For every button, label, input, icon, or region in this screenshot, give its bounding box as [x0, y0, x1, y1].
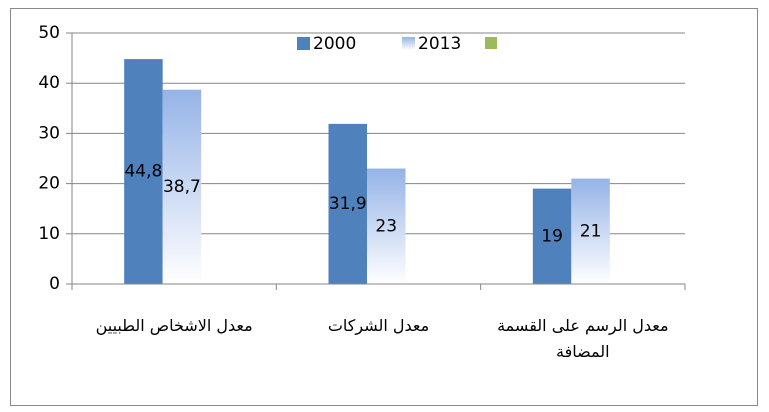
- y-tick-label: 0: [49, 274, 60, 294]
- legend-swatch: [402, 37, 415, 50]
- bar: [367, 168, 406, 284]
- bar: [532, 188, 572, 284]
- bar: [328, 123, 367, 284]
- value-label: 19: [541, 226, 563, 246]
- y-tick-label: 30: [38, 123, 60, 143]
- bar: [571, 178, 610, 284]
- value-label: 38,7: [163, 177, 201, 197]
- legend-label: 2000: [313, 34, 356, 54]
- value-label: 31,9: [329, 194, 367, 214]
- value-label: 44,8: [124, 162, 162, 182]
- y-tick-label: 10: [38, 224, 60, 244]
- x-tick-label: معدل الرسم على القسمة المضافة: [497, 316, 669, 361]
- legend-swatch: [297, 37, 310, 50]
- value-label: 21: [580, 221, 602, 241]
- bar: [124, 59, 163, 284]
- bar: [162, 89, 202, 284]
- y-tick-label: 50: [38, 23, 60, 43]
- y-tick-label: 20: [38, 174, 60, 194]
- x-tick-label: معدل الشركات: [327, 316, 430, 335]
- value-label: 23: [375, 216, 397, 236]
- legend-label: 2013: [418, 34, 461, 54]
- legend-swatch: [485, 37, 497, 49]
- y-tick-label: 40: [38, 73, 60, 93]
- x-tick-label: معدل الاشخاص الطبيين: [95, 316, 253, 335]
